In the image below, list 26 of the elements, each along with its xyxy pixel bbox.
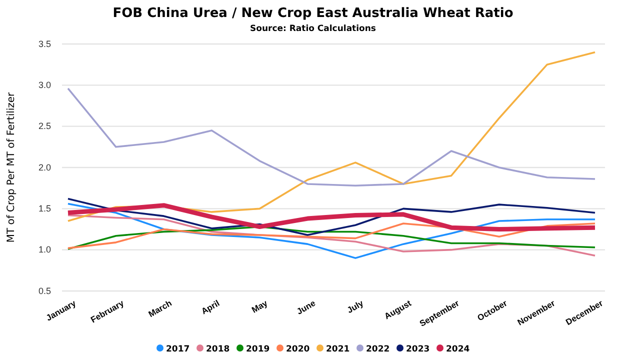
line-series: [67, 198, 596, 236]
legend-label: 2017: [166, 344, 190, 354]
y-tick-label: 2.5: [38, 121, 51, 132]
line-series: [67, 88, 596, 187]
legend-label: 2018: [206, 344, 230, 354]
y-tick-label: 1.5: [38, 204, 51, 214]
y-axis-title: MT of Crop Per MT of Fertilizer: [6, 91, 17, 243]
x-tick-label: May: [250, 298, 270, 315]
legend-label: 2022: [366, 344, 390, 354]
y-tick-label: 0.5: [38, 286, 51, 296]
line-series: [66, 203, 598, 232]
legend-label: 2019: [246, 344, 270, 354]
legend-label: 2024: [446, 344, 470, 354]
y-tick-label: 2.0: [38, 162, 51, 172]
legend-label: 2023: [406, 344, 430, 354]
y-tick-label: 3.5: [38, 38, 51, 49]
line-series: [67, 202, 596, 259]
x-tick-label: July: [345, 298, 366, 316]
chart-title: FOB China Urea / New Crop East Australia Wheat Ratio: [112, 6, 514, 21]
y-tick-label: 1.0: [38, 244, 51, 255]
legend-label: 2020: [286, 344, 310, 354]
legend-label: 2021: [326, 344, 350, 354]
x-tick-label: June: [294, 298, 318, 316]
y-tick-label: 3.0: [38, 80, 51, 90]
line-series: [67, 214, 596, 256]
chart-subtitle: Source: Ratio Calculations: [250, 24, 376, 34]
